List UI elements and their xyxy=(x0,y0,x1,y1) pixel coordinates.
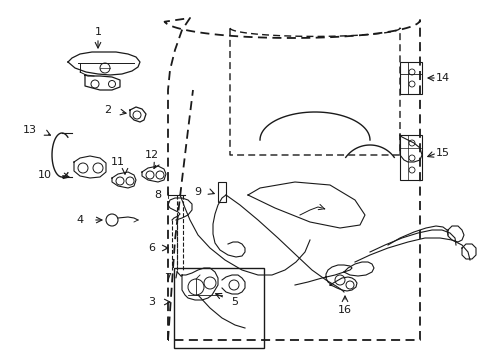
Text: 14: 14 xyxy=(435,73,449,83)
Text: 13: 13 xyxy=(23,125,37,135)
Text: 16: 16 xyxy=(337,305,351,315)
Bar xyxy=(399,62,421,94)
Text: 7: 7 xyxy=(164,273,171,283)
Text: 9: 9 xyxy=(194,187,201,197)
Text: 10: 10 xyxy=(38,170,52,180)
Text: 3: 3 xyxy=(148,297,155,307)
Text: 2: 2 xyxy=(104,105,111,115)
Text: 11: 11 xyxy=(111,157,125,167)
Text: 6: 6 xyxy=(148,243,155,253)
Text: 8: 8 xyxy=(154,190,161,200)
Text: 4: 4 xyxy=(76,215,83,225)
Text: 15: 15 xyxy=(435,148,449,158)
Bar xyxy=(218,182,225,202)
Text: 1: 1 xyxy=(94,27,102,37)
Text: 5: 5 xyxy=(231,297,238,307)
Text: 12: 12 xyxy=(144,150,159,160)
Bar xyxy=(174,268,264,348)
Bar xyxy=(399,135,421,180)
